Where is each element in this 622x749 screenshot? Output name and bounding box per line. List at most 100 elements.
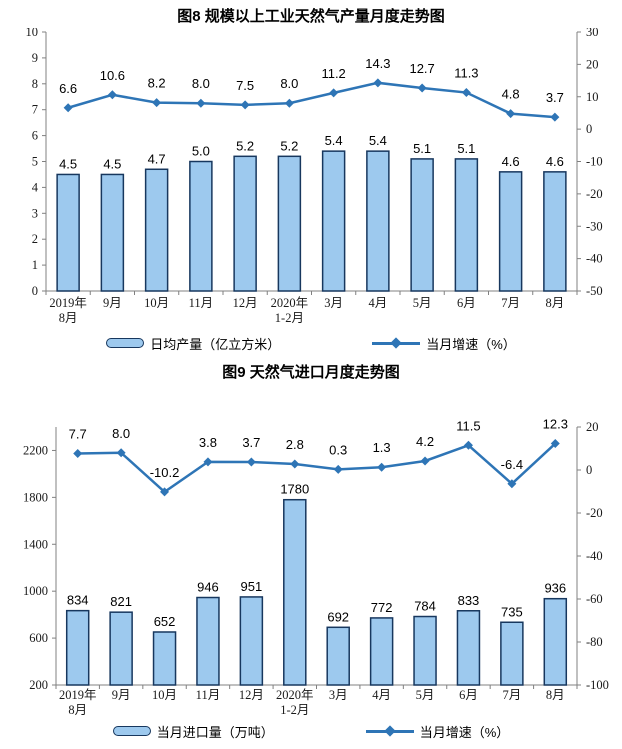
bar bbox=[410, 158, 434, 292]
line-marker-icon bbox=[463, 440, 473, 450]
line-marker-icon bbox=[116, 448, 126, 458]
x-axis-category-label: 5月 bbox=[413, 296, 432, 310]
x-axis-category-label: 12月 bbox=[239, 688, 264, 702]
line-marker-icon bbox=[107, 90, 117, 100]
line-value-label: 3.8 bbox=[199, 435, 217, 450]
bar-value-label: 1780 bbox=[280, 482, 309, 497]
bar bbox=[500, 621, 524, 686]
line-series-swatch-icon bbox=[365, 725, 414, 737]
line-value-label: 6.6 bbox=[59, 81, 77, 96]
left-axis-tick-label: 0 bbox=[32, 284, 38, 298]
chart8-line-series-label: 当月增速（%） bbox=[426, 336, 516, 352]
bar bbox=[454, 158, 479, 292]
right-axis-tick-label: 20 bbox=[586, 57, 599, 71]
chart9-legend: 当月进口量（万吨） 当月增速（%） bbox=[0, 718, 622, 744]
bar-value-label: 951 bbox=[241, 579, 263, 594]
chart9-bar-series-label: 当月进口量（万吨） bbox=[156, 724, 274, 740]
bar-value-label: 4.6 bbox=[546, 154, 564, 169]
line-value-label: 7.7 bbox=[69, 426, 87, 441]
line-marker-icon bbox=[73, 448, 83, 458]
line-value-label: 1.3 bbox=[373, 440, 391, 455]
left-axis-tick-label: 2200 bbox=[23, 443, 48, 457]
line-value-label: 3.7 bbox=[242, 435, 260, 450]
bar bbox=[144, 168, 169, 292]
right-axis-tick-label: -60 bbox=[586, 592, 603, 606]
bar bbox=[543, 597, 568, 686]
right-axis-tick-label: -40 bbox=[586, 252, 603, 266]
line-value-label: 7.5 bbox=[236, 78, 254, 93]
line-value-label: 2.8 bbox=[286, 437, 304, 452]
bar bbox=[366, 150, 390, 292]
left-axis-tick-label: 1000 bbox=[23, 584, 48, 598]
bar-value-label: 4.6 bbox=[502, 154, 520, 169]
right-axis-tick-label: -80 bbox=[586, 635, 603, 649]
line-marker-icon bbox=[160, 487, 170, 497]
x-axis-category-label: 8月 bbox=[546, 688, 565, 702]
right-axis-tick-label: -50 bbox=[586, 284, 603, 298]
x-axis-category-label: 9月 bbox=[103, 296, 122, 310]
right-axis-tick-label: -20 bbox=[586, 187, 603, 201]
line-value-label: -10.2 bbox=[150, 465, 180, 480]
x-axis-category-label: 8月 bbox=[545, 296, 564, 310]
right-axis-tick-label: -20 bbox=[586, 506, 603, 520]
bar-value-label: 784 bbox=[414, 599, 436, 614]
left-axis-tick-label: 5 bbox=[32, 155, 38, 169]
chart8-legend-line-item: 当月增速（%） bbox=[372, 334, 516, 353]
bar-value-label: 4.5 bbox=[103, 156, 121, 171]
x-axis-category-label: 4月 bbox=[372, 688, 391, 702]
line-marker-icon bbox=[373, 78, 383, 88]
chart8-legend-bar-item: 日均产量（亿立方米） bbox=[106, 334, 280, 353]
bar-value-label: 4.7 bbox=[148, 151, 166, 166]
bar-value-label: 652 bbox=[154, 614, 176, 629]
bar bbox=[196, 596, 220, 686]
chart9-title: 图9 天然气进口月度走势图 bbox=[222, 364, 400, 381]
bar bbox=[152, 631, 177, 686]
x-axis-category-label: 9月 bbox=[112, 688, 131, 702]
right-axis-tick-label: -10 bbox=[586, 155, 603, 169]
line-marker-icon bbox=[506, 109, 516, 119]
line-marker-icon bbox=[246, 457, 256, 467]
line-marker-icon bbox=[240, 100, 250, 110]
line-value-label: 14.3 bbox=[365, 56, 390, 71]
right-axis-tick-label: 0 bbox=[586, 122, 592, 136]
x-axis-category-label: 11月 bbox=[196, 688, 221, 702]
line-series-swatch-icon bbox=[372, 337, 421, 349]
left-axis-tick-label: 3 bbox=[32, 206, 38, 220]
x-axis-category-label: 6月 bbox=[459, 688, 478, 702]
bar-value-label: 5.0 bbox=[192, 144, 210, 159]
line-value-label: 4.8 bbox=[502, 87, 520, 102]
bar-value-label: 5.1 bbox=[457, 141, 475, 156]
left-axis-tick-label: 1 bbox=[32, 258, 38, 272]
bar-value-label: 5.2 bbox=[280, 138, 298, 153]
x-axis-category-label: 12月 bbox=[233, 296, 258, 310]
left-axis-tick-label: 1400 bbox=[23, 537, 48, 551]
bar bbox=[56, 173, 80, 292]
x-axis-category-label: 10月 bbox=[152, 688, 177, 702]
line-marker-icon bbox=[461, 88, 471, 98]
chart9-line-series-label: 当月增速（%） bbox=[419, 724, 510, 740]
left-axis-tick-label: 600 bbox=[29, 631, 48, 645]
x-axis-category-label: 2019年 8月 bbox=[49, 296, 87, 325]
chart8-title: 图8 规模以上工业天然气产量月度走势图 bbox=[177, 8, 445, 25]
bar-value-label: 692 bbox=[327, 609, 349, 624]
right-axis-tick-label: 20 bbox=[586, 420, 599, 434]
line-value-label: 4.2 bbox=[416, 434, 434, 449]
bar-value-label: 735 bbox=[501, 604, 523, 619]
line-value-label: 3.7 bbox=[546, 90, 564, 105]
bar-value-label: 772 bbox=[371, 600, 393, 615]
line-value-label: 0.3 bbox=[329, 442, 347, 457]
x-axis-category-label: 5月 bbox=[416, 688, 435, 702]
bar bbox=[100, 173, 125, 292]
right-axis-tick-label: 0 bbox=[586, 463, 592, 477]
right-axis-tick-label: -40 bbox=[586, 549, 603, 563]
line-marker-icon bbox=[550, 112, 560, 122]
left-axis-tick-label: 10 bbox=[26, 28, 39, 39]
x-axis-category-label: 2020年 1-2月 bbox=[271, 296, 309, 325]
bar-value-label: 5.2 bbox=[236, 138, 254, 153]
line-value-label: 11.2 bbox=[321, 66, 345, 81]
bar bbox=[543, 171, 567, 292]
figure-8-gas-production-chart: 图8 规模以上工业天然气产量月度走势图 10 9 8 7 6 5 4 3 2 1 0 30 20 10 0-… bbox=[0, 0, 622, 356]
chart9-plot-area: 2200180014001000600200200-20-40-60-80-10… bbox=[23, 417, 609, 717]
bar-value-label: 5.4 bbox=[325, 133, 343, 148]
x-axis-category-label: 3月 bbox=[324, 296, 343, 310]
